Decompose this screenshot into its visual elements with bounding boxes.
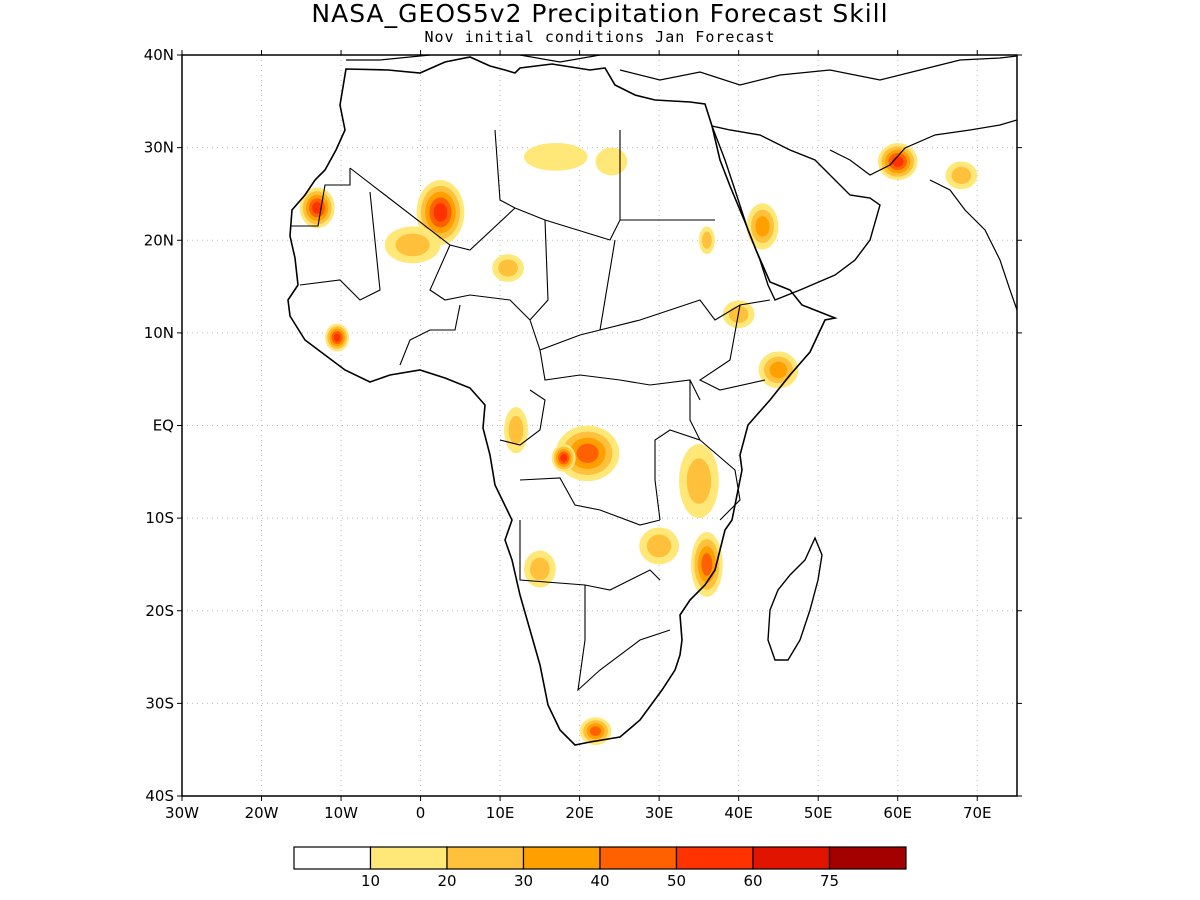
- lat-tick-label: 40N: [144, 46, 174, 64]
- lat-tick-label: 10N: [144, 324, 174, 342]
- colorbar-label: 40: [590, 872, 609, 890]
- lon-tick-label: 20E: [565, 804, 594, 822]
- colorbar-swatch: [522, 846, 601, 870]
- colorbar-swatch: [369, 846, 448, 870]
- lon-tick-label: 0: [416, 804, 426, 822]
- map-subtitle: Nov initial conditions Jan Forecast: [424, 28, 776, 46]
- colorbar-swatch: [293, 846, 372, 870]
- lon-tick-label: 10E: [486, 804, 515, 822]
- colorbar-label: 75: [820, 872, 839, 890]
- colorbar-label: 10: [361, 872, 380, 890]
- skill-region-mali-east: [395, 233, 430, 257]
- skill-region-congo-west: [560, 453, 568, 462]
- colorbar: 10 20 30 40 50 60 75: [293, 846, 907, 890]
- colorbar-swatch: [675, 846, 754, 870]
- india-west-coast: [929, 179, 1017, 311]
- gridlines: [182, 55, 1017, 796]
- skill-region-pakistan-east: [951, 166, 972, 184]
- lat-tick-label: 30S: [145, 694, 174, 712]
- lat-tick-label: 20S: [145, 602, 174, 620]
- lon-tick-label: 30W: [165, 804, 199, 822]
- map-title: NASA_GEOS5v2 Precipitation Forecast Skil…: [311, 0, 889, 28]
- skill-region-libya-north: [523, 142, 588, 171]
- colorbar-label: 60: [743, 872, 762, 890]
- lon-tick-label: 20W: [245, 804, 279, 822]
- country-borders: [290, 129, 771, 692]
- lon-tick-label: 70E: [963, 804, 992, 822]
- colorbar-label: 30: [514, 872, 533, 890]
- skill-region-algeria-south: [433, 203, 448, 222]
- skill-region-saudi-arabia: [755, 216, 770, 237]
- skill-region-gabon: [508, 415, 524, 445]
- colorbar-swatch: [828, 846, 907, 870]
- lon-tick-label: 60E: [883, 804, 912, 822]
- skill-region-guinea: [333, 333, 341, 342]
- skill-region-south-africa-south: [589, 726, 602, 736]
- madagascar-coastline: [767, 536, 823, 661]
- skill-shading: [299, 142, 978, 746]
- skill-region-congo-basin: [576, 443, 599, 463]
- skill-region-sudan-north: [701, 231, 712, 249]
- lon-tick-label: 10W: [324, 804, 358, 822]
- colorbar-label: 20: [437, 872, 456, 890]
- skill-region-western-sahara: [312, 202, 323, 214]
- colorbar-swatch: [446, 846, 525, 870]
- africa-coastline: [287, 56, 838, 746]
- lat-tick-label: 40S: [145, 787, 174, 805]
- lon-tick-label: 50E: [804, 804, 833, 822]
- skill-region-somalia: [769, 361, 788, 379]
- arabian-peninsula-coastline: [710, 125, 881, 301]
- lon-tick-label: 30E: [645, 804, 674, 822]
- lat-tick-label: 20N: [144, 231, 174, 249]
- skill-region-egypt-west: [595, 147, 628, 176]
- skill-region-zambia: [646, 534, 672, 558]
- lat-tick-label: EQ: [153, 417, 174, 435]
- skill-region-angola: [530, 557, 550, 581]
- skill-region-niger-east: [498, 259, 518, 277]
- colorbar-label: 50: [667, 872, 686, 890]
- mediterranean-north-coast: [346, 55, 1017, 86]
- lat-tick-label: 30N: [144, 139, 174, 157]
- skill-region-tanzania: [686, 458, 712, 504]
- lat-tick-label: 10S: [145, 509, 174, 527]
- colorbar-swatch: [599, 846, 678, 870]
- lon-tick-label: 40E: [724, 804, 753, 822]
- coastlines-and-borders: [287, 55, 1017, 746]
- persian-gulf-coast: [829, 119, 1017, 176]
- skill-region-mozambique-north: [701, 553, 713, 576]
- colorbar-swatch: [752, 846, 831, 870]
